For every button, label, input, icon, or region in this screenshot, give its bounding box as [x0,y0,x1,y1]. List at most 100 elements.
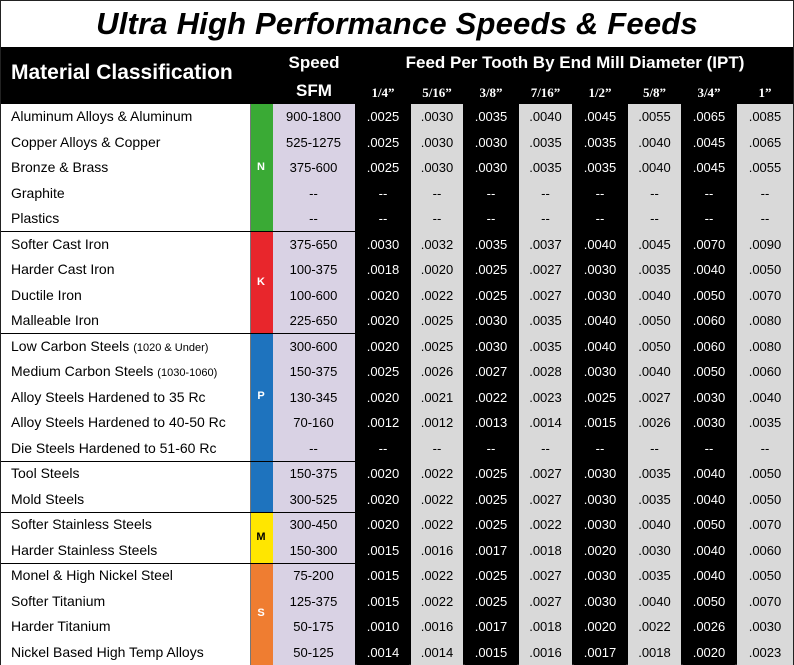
feed-value: .0028 [519,359,572,385]
table-row: Softer Cast Iron 375-650.0030.0032.0035.0… [1,231,793,257]
feed-value: .0065 [737,129,793,155]
sfm-header: SFM [296,81,332,100]
feed-value: .0030 [411,155,463,181]
sfm-value: 100-600 [272,282,355,308]
feed-value: .0030 [574,563,626,589]
feed-value: .0035 [519,155,572,181]
table-row: Graphite -- -- -- -- -- -- -- -- -- [1,180,793,206]
feed-value: -- [574,180,626,206]
table-row: Plastics -- -- -- -- -- -- -- -- -- [1,206,793,232]
feed-value: .0050 [683,588,735,614]
feed-value: .0020 [357,282,409,308]
feed-value: .0035 [628,563,681,589]
feed-value: .0050 [737,486,793,512]
feed-value: -- [737,435,793,461]
sfm-value: 100-375 [272,257,355,283]
material-name-text: Nickel Based High Temp Alloys [11,643,204,660]
group-gap [246,333,250,461]
material-name-text: Low Carbon Steels [11,337,130,354]
material-name-text: Softer Cast Iron [11,235,110,252]
page-title: Ultra High Performance Speeds & Feeds [1,1,793,47]
feed-value: .0050 [628,333,681,359]
table-row: Medium Carbon Steels (1030-1060) 150-375.… [1,359,793,385]
feed-value: .0017 [465,614,517,640]
feed-value: .0080 [737,333,793,359]
feed-value: -- [683,435,735,461]
diameter-header: 1” [758,85,772,100]
feed-value: .0060 [737,537,793,563]
material-name: Nickel Based High Temp Alloys [1,639,246,665]
feed-value: .0045 [574,104,626,130]
material-name-text: Softer Stainless Steels [11,516,152,532]
material-name-text: Alloy Steels Hardened to 40-50 Rc [11,414,226,430]
feed-value: .0022 [519,512,572,538]
feed-value: -- [411,435,463,461]
material-name-text: Malleable Iron [11,312,99,328]
diameter-header: 1/4” [371,85,395,100]
feed-value: .0035 [628,257,681,283]
feed-value: -- [519,180,572,206]
material-name-text: Harder Stainless Steels [11,541,158,558]
feed-value: .0050 [683,512,735,538]
group-gap [246,563,250,665]
material-name-text: Tool Steels [11,465,80,481]
feed-value: .0010 [357,614,409,640]
group-gap [246,512,250,563]
feed-value: .0030 [411,104,463,130]
feed-value: -- [683,180,735,206]
feed-value: .0085 [737,104,793,130]
feed-value: .0040 [683,537,735,563]
feed-value: .0070 [737,512,793,538]
feed-value: .0027 [519,282,572,308]
feed-value: .0027 [519,563,572,589]
feed-value: .0030 [574,257,626,283]
sfm-value: 225-650 [272,308,355,334]
feed-value: .0026 [628,410,681,436]
material-name-text: Bronze & Brass [11,159,109,175]
feed-value: -- [628,435,681,461]
feed-value: .0023 [737,639,793,665]
feed-value: .0040 [519,104,572,130]
material-name: Harder Cast Iron [1,257,246,283]
table-row: Harder Titanium 50-175.0010.0016.0017.001… [1,614,793,640]
feed-value: .0016 [519,639,572,665]
group-gap [246,231,250,334]
feed-value: .0020 [357,486,409,512]
feed-value: .0030 [683,384,735,410]
feed-value: .0035 [519,308,572,334]
table-row: Copper Alloys & Copper 525-1275.0025.0030… [1,129,793,155]
material-group-bar [250,231,273,334]
material-group-label: P [257,390,265,403]
feed-value: .0025 [411,308,463,334]
feed-value: -- [519,206,572,232]
feed-value: .0050 [737,257,793,283]
feed-value: -- [737,180,793,206]
table-row: Bronze & Brass 375-600.0025.0030.0030.003… [1,155,793,181]
table-row: Alloy Steels Hardened to 35 Rc 130-345.00… [1,384,793,410]
sfm-value: 375-600 [272,155,355,181]
feed-value: .0040 [574,231,626,257]
feed-value: .0055 [737,155,793,181]
sfm-value: 375-650 [272,231,355,257]
table-row: Alloy Steels Hardened to 40-50 Rc 70-160.… [1,410,793,436]
feed-value: .0035 [574,129,626,155]
material-name-text: Mold Steels [11,490,85,507]
sfm-value: 300-600 [272,333,355,359]
feed-value: .0035 [574,155,626,181]
material-name: Alloy Steels Hardened to 40-50 Rc [1,410,246,436]
group-gap [246,104,250,232]
feed-value: .0050 [737,563,793,589]
table-row: Malleable Iron 225-650.0020.0025.0030.003… [1,308,793,334]
sfm-value: 525-1275 [272,129,355,155]
feed-value: -- [519,435,572,461]
group-separator [1,460,357,462]
feed-value: .0030 [574,461,626,487]
feed-value: .0045 [683,155,735,181]
material-name: Bronze & Brass [1,155,246,181]
feed-value: .0070 [737,282,793,308]
feed-value: .0021 [411,384,463,410]
table-row: Harder Stainless Steels 150-300.0015.0016… [1,537,793,563]
feed-value: .0030 [574,359,626,385]
group-separator [1,231,357,232]
